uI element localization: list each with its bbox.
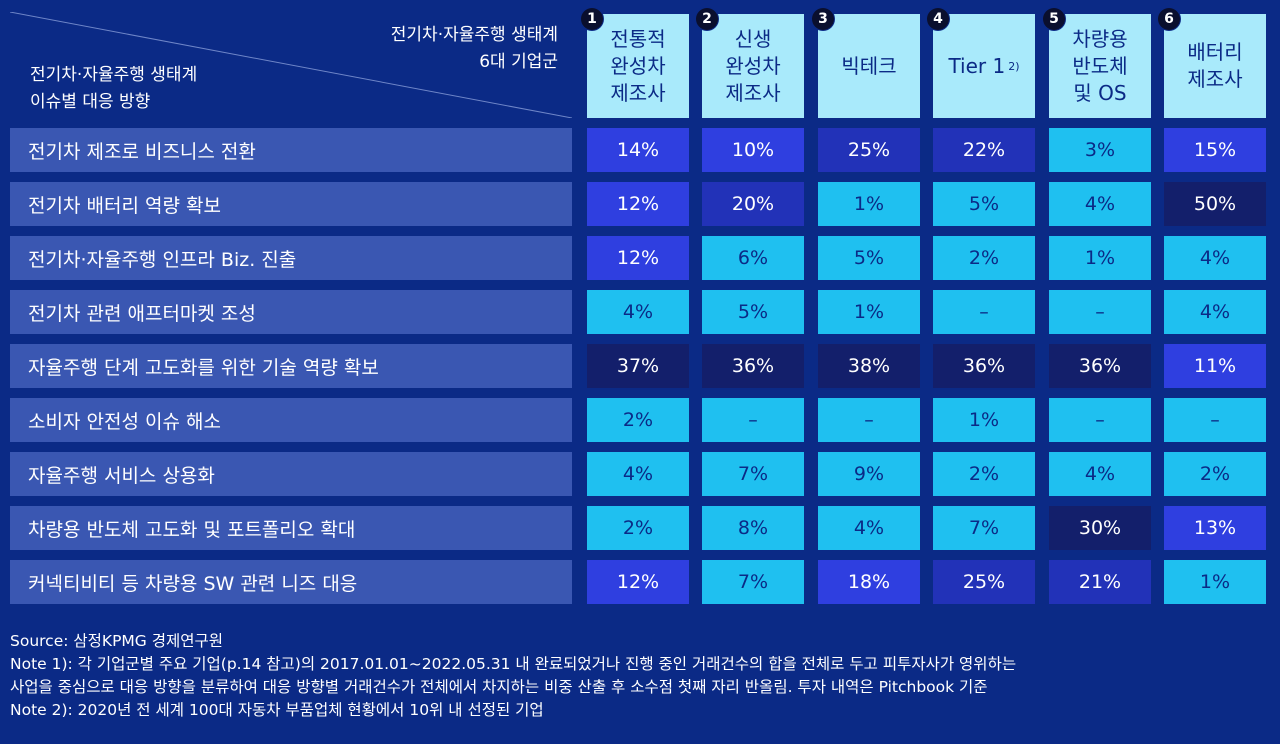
row-label: 커넥티비티 등 차량용 SW 관련 니즈 대응 — [10, 560, 572, 604]
heatmap-cell: – — [1049, 398, 1151, 442]
column-header-label: 차량용 반도체 및 OS — [1072, 26, 1128, 105]
column-number-badge: 4 — [927, 8, 949, 30]
heatmap-cell: 1% — [933, 398, 1035, 442]
heatmap-cell: 1% — [1164, 560, 1266, 604]
column-header-label: 신생 완성차 제조사 — [725, 26, 781, 105]
corner-diagonal-line — [10, 12, 572, 118]
heatmap-cell: 4% — [1164, 236, 1266, 280]
column-header-footnote-ref: 2) — [1008, 59, 1020, 73]
row-label: 전기차 제조로 비즈니스 전환 — [10, 128, 572, 172]
row-label: 전기차 관련 애프터마켓 조성 — [10, 290, 572, 334]
row-label: 자율주행 서비스 상용화 — [10, 452, 572, 496]
column-header-1: 전통적 완성차 제조사 — [587, 14, 689, 118]
note-1-line-1: Note 1): 각 기업군별 주요 기업(p.14 참고)의 2017.01.… — [10, 655, 1017, 673]
heatmap-cell: 12% — [587, 182, 689, 226]
row-axis-label: 전기차·자율주행 생태계 이슈별 대응 방향 — [30, 62, 330, 116]
column-number-badge: 6 — [1158, 8, 1180, 30]
column-number-badge: 1 — [581, 8, 603, 30]
column-header-label: Tier 1 — [948, 53, 1006, 78]
heatmap-cell: – — [1049, 290, 1151, 334]
heatmap-cell: 2% — [1164, 452, 1266, 496]
column-header-label: 빅테크 — [841, 53, 897, 78]
heatmap-cell: 4% — [587, 452, 689, 496]
heatmap-cell: 2% — [933, 236, 1035, 280]
heatmap-cell: 8% — [702, 506, 804, 550]
heatmap-cell: 5% — [702, 290, 804, 334]
heatmap-cell: 4% — [1164, 290, 1266, 334]
heatmap-cell: 21% — [1049, 560, 1151, 604]
row-axis-label-line1: 전기차·자율주행 생태계 — [30, 65, 198, 85]
column-header-2: 신생 완성차 제조사 — [702, 14, 804, 118]
heatmap-cell: 30% — [1049, 506, 1151, 550]
heatmap-cell: 36% — [933, 344, 1035, 388]
column-axis-label: 전기차·자율주행 생태계 6대 기업군 — [258, 22, 558, 76]
column-axis-label-line2: 6대 기업군 — [479, 52, 558, 72]
heatmap-cell: 13% — [1164, 506, 1266, 550]
heatmap-cell: 14% — [587, 128, 689, 172]
heatmap-cell: 4% — [587, 290, 689, 334]
heatmap-cell: 12% — [587, 236, 689, 280]
column-number-badge: 2 — [696, 8, 718, 30]
heatmap-cell: 18% — [818, 560, 920, 604]
heatmap-cell: 12% — [587, 560, 689, 604]
heatmap-cell: 36% — [702, 344, 804, 388]
heatmap-cell: 50% — [1164, 182, 1266, 226]
heatmap-cell: 5% — [933, 182, 1035, 226]
heatmap-cell: 6% — [702, 236, 804, 280]
row-label: 자율주행 단계 고도화를 위한 기술 역량 확보 — [10, 344, 572, 388]
column-header-label: 배터리 제조사 — [1187, 40, 1243, 91]
heatmap-cell: 7% — [702, 452, 804, 496]
column-header-6: 배터리 제조사 — [1164, 14, 1266, 118]
heatmap-cell: 2% — [587, 506, 689, 550]
heatmap-cell: 15% — [1164, 128, 1266, 172]
note-1-line-2: 사업을 중심으로 대응 방향을 분류하여 대응 방향별 거래건수가 전체에서 차… — [10, 678, 988, 696]
heatmap-cell: 1% — [1049, 236, 1151, 280]
row-label: 소비자 안전성 이슈 해소 — [10, 398, 572, 442]
heatmap-cell: – — [1164, 398, 1266, 442]
row-label: 전기차 배터리 역량 확보 — [10, 182, 572, 226]
note-2: Note 2): 2020년 전 세계 100대 자동차 부품업체 현황에서 1… — [10, 701, 544, 719]
row-axis-label-line2: 이슈별 대응 방향 — [30, 92, 151, 112]
heatmap-cell: 36% — [1049, 344, 1151, 388]
heatmap-cell: – — [818, 398, 920, 442]
table-corner-header: 전기차·자율주행 생태계 6대 기업군 전기차·자율주행 생태계 이슈별 대응 … — [10, 12, 572, 118]
heatmap-cell: 9% — [818, 452, 920, 496]
heatmap-cell: 1% — [818, 290, 920, 334]
heatmap-cell: 38% — [818, 344, 920, 388]
heatmap-cell: 7% — [702, 560, 804, 604]
column-number-badge: 3 — [812, 8, 834, 30]
heatmap-cell: 2% — [587, 398, 689, 442]
heatmap-cell: 20% — [702, 182, 804, 226]
heatmap-cell: 5% — [818, 236, 920, 280]
column-header-4: Tier 1 2) — [933, 14, 1035, 118]
footnotes: Source: 삼정KPMG 경제연구원 Note 1): 각 기업군별 주요 … — [10, 630, 1272, 722]
heatmap-cell: 37% — [587, 344, 689, 388]
column-header-3: 빅테크 — [818, 14, 920, 118]
row-label: 차량용 반도체 고도화 및 포트폴리오 확대 — [10, 506, 572, 550]
heatmap-cell: 7% — [933, 506, 1035, 550]
column-header-label: 전통적 완성차 제조사 — [610, 26, 666, 105]
heatmap-cell: – — [933, 290, 1035, 334]
heatmap-cell: 4% — [818, 506, 920, 550]
column-axis-label-line1: 전기차·자율주행 생태계 — [390, 25, 558, 45]
row-label: 전기차·자율주행 인프라 Biz. 진출 — [10, 236, 572, 280]
heatmap-cell: 4% — [1049, 182, 1151, 226]
heatmap-cell: 11% — [1164, 344, 1266, 388]
column-header-5: 차량용 반도체 및 OS — [1049, 14, 1151, 118]
heatmap-cell: 4% — [1049, 452, 1151, 496]
heatmap-cell: – — [702, 398, 804, 442]
heatmap-cell: 25% — [818, 128, 920, 172]
heatmap-cell: 22% — [933, 128, 1035, 172]
source-note: Source: 삼정KPMG 경제연구원 — [10, 632, 224, 650]
heatmap-cell: 2% — [933, 452, 1035, 496]
heatmap-cell: 10% — [702, 128, 804, 172]
heatmap-cell: 3% — [1049, 128, 1151, 172]
column-number-badge: 5 — [1043, 8, 1065, 30]
heatmap-cell: 1% — [818, 182, 920, 226]
heatmap-cell: 25% — [933, 560, 1035, 604]
